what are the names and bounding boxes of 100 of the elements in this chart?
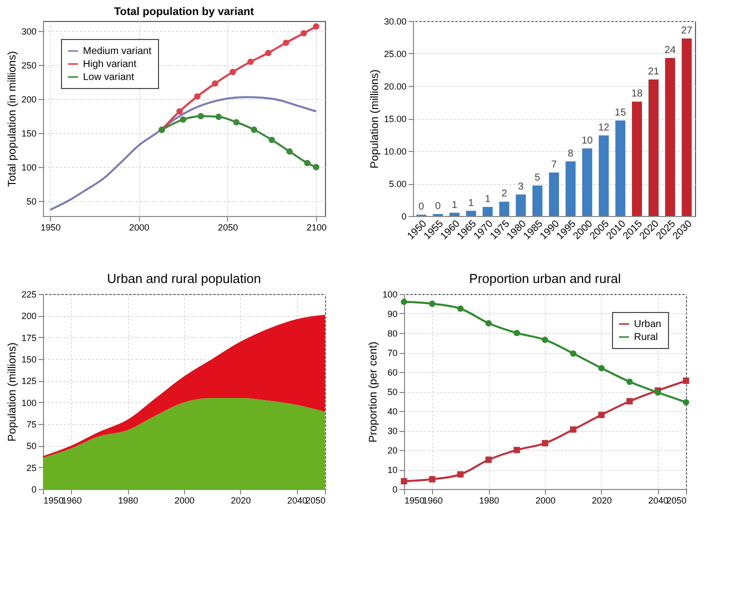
y-tick-label: 0 bbox=[31, 484, 36, 494]
y-tick-label: 40 bbox=[387, 406, 398, 416]
y-tick-label: 75 bbox=[26, 420, 36, 430]
legend-label: Low variant bbox=[83, 72, 134, 83]
point bbox=[282, 40, 290, 46]
y-axis-title: Proportion (per cent) bbox=[367, 342, 380, 442]
data-label: 27 bbox=[681, 26, 693, 37]
y-tick-label: 10 bbox=[387, 465, 398, 475]
y-tick-label: 100 bbox=[382, 290, 398, 300]
x-tick-label: 2040 bbox=[648, 496, 668, 506]
data-label: 1 bbox=[484, 194, 491, 205]
point bbox=[233, 119, 240, 126]
bar bbox=[582, 148, 592, 216]
point bbox=[180, 116, 186, 123]
bar bbox=[615, 120, 626, 216]
point bbox=[304, 160, 310, 166]
y-tick-label: 100 bbox=[21, 162, 36, 173]
point bbox=[300, 30, 307, 36]
data-label: 3 bbox=[518, 182, 524, 193]
y-tick-label: 50 bbox=[387, 387, 398, 397]
bar bbox=[482, 206, 493, 216]
y-tick-label: 60 bbox=[387, 368, 398, 378]
y-axis-title: Population (millions) bbox=[368, 69, 381, 169]
point bbox=[268, 136, 275, 144]
y-axis-title: Population (millions) bbox=[6, 342, 18, 442]
y-tick-label: 30 bbox=[387, 426, 398, 436]
y-tick-label: 10.00 bbox=[384, 146, 406, 156]
point bbox=[312, 23, 320, 30]
y-tick-label: 15.00 bbox=[384, 114, 406, 124]
point bbox=[286, 148, 293, 155]
bar bbox=[549, 172, 559, 216]
data-label: 7 bbox=[551, 159, 558, 170]
x-tick-label: 1980 bbox=[479, 496, 500, 506]
y-tick-label: 200 bbox=[21, 94, 36, 105]
point bbox=[250, 126, 258, 133]
bar bbox=[665, 58, 676, 216]
y-tick-label: 50 bbox=[26, 441, 36, 452]
y-tick-label: 300 bbox=[21, 26, 36, 37]
data-label: 5 bbox=[534, 172, 541, 184]
y-tick-label: 175 bbox=[21, 332, 36, 343]
x-tick-label: 2020 bbox=[592, 496, 612, 506]
x-tick-label: 2050 bbox=[305, 496, 326, 506]
legend-label: Urban bbox=[634, 319, 662, 330]
chart-title: Proportion urban and rural bbox=[469, 271, 621, 286]
point bbox=[198, 112, 204, 120]
bar bbox=[632, 102, 642, 216]
legend-label: Medium variant bbox=[83, 46, 152, 57]
data-label: 18 bbox=[631, 88, 643, 100]
x-tick-label: 2000 bbox=[174, 496, 195, 506]
bar bbox=[648, 80, 659, 216]
y-axis-title: Total population (in millions) bbox=[6, 51, 18, 187]
bar bbox=[499, 202, 510, 216]
x-tick-label: 2040 bbox=[287, 496, 308, 506]
x-tick-label: 1980 bbox=[118, 496, 138, 506]
x-tick-label: 2020 bbox=[230, 496, 251, 506]
data-label: 1 bbox=[452, 200, 458, 211]
data-label: 12 bbox=[598, 122, 610, 134]
bar bbox=[449, 212, 460, 216]
point bbox=[194, 93, 200, 100]
point bbox=[265, 50, 272, 56]
point bbox=[312, 164, 320, 170]
y-tick-label: 150 bbox=[21, 354, 36, 364]
bar bbox=[566, 161, 576, 216]
bar bbox=[598, 135, 609, 216]
point bbox=[230, 68, 236, 76]
legend-label: High variant bbox=[83, 59, 137, 70]
y-tick-label: 80 bbox=[387, 328, 398, 338]
legend-label: Rural bbox=[634, 332, 658, 343]
x-tick-label: 2000 bbox=[129, 222, 150, 232]
y-tick-label: 25.00 bbox=[384, 49, 406, 59]
line-series bbox=[49, 96, 318, 211]
bar bbox=[682, 38, 692, 216]
x-tick-label: 1950 bbox=[40, 222, 61, 232]
y-tick-label: 200 bbox=[21, 311, 36, 322]
point bbox=[247, 58, 254, 65]
y-tick-label: 25 bbox=[26, 462, 36, 473]
bar bbox=[532, 185, 542, 216]
y-tick-label: 100 bbox=[21, 398, 36, 408]
x-tick-label: 2100 bbox=[306, 222, 327, 232]
y-tick-label: 50 bbox=[26, 196, 36, 207]
y-tick-label: 0 bbox=[392, 484, 398, 494]
x-tick-label: 2050 bbox=[218, 222, 238, 232]
data-label: 8 bbox=[568, 148, 574, 160]
x-tick-label: 2000 bbox=[535, 496, 556, 506]
chart-title: Total population by variant bbox=[114, 6, 254, 18]
data-label: 0 bbox=[418, 202, 425, 213]
data-label: 0 bbox=[435, 201, 442, 212]
y-tick-label: 70 bbox=[387, 348, 398, 358]
y-tick-label: 90 bbox=[387, 309, 398, 319]
y-tick-label: 5.00 bbox=[388, 179, 406, 189]
bar bbox=[516, 194, 526, 216]
data-label: 10 bbox=[582, 135, 594, 146]
y-tick-label: 30.00 bbox=[384, 16, 406, 26]
y-tick-label: 20.00 bbox=[384, 82, 406, 92]
y-tick-label: 0 bbox=[401, 212, 406, 222]
y-tick-label: 125 bbox=[21, 376, 36, 386]
data-label: 15 bbox=[614, 107, 626, 118]
x-tick-label: 2050 bbox=[666, 496, 686, 506]
y-tick-label: 225 bbox=[21, 290, 36, 300]
data-label: 2 bbox=[501, 188, 508, 200]
